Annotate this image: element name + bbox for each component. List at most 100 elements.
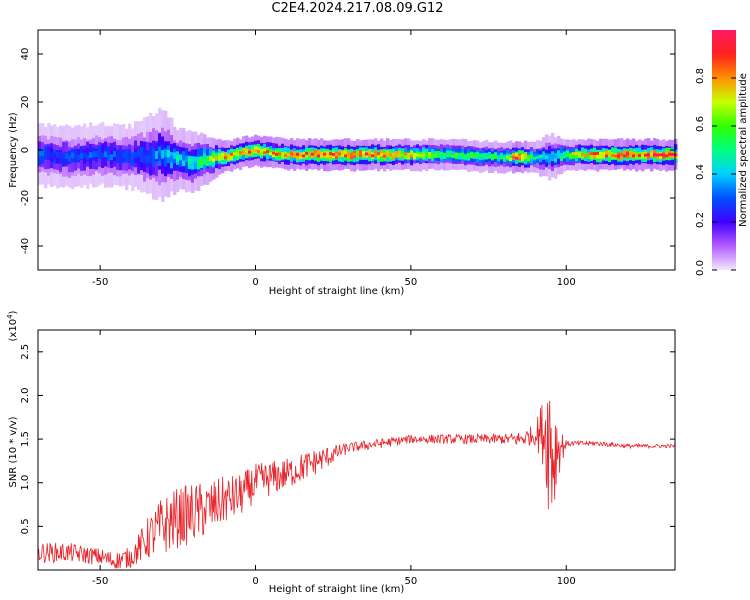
snr-x-tick-label: 0 (252, 576, 258, 587)
heatmap-cell (563, 154, 567, 158)
heatmap-cell (623, 154, 627, 158)
heatmap-cell (143, 146, 147, 164)
heatmap-cell (533, 156, 537, 160)
heatmap-cell (398, 154, 402, 158)
heatmap-cell (605, 154, 609, 158)
heatmap-cell (320, 154, 324, 158)
snr-series-line (37, 400, 676, 569)
heatmap-cell (503, 154, 507, 158)
heatmap-cell (170, 155, 174, 163)
colorbar-gradient (712, 30, 736, 270)
heatmap-cell (362, 150, 366, 158)
heatmap-cell (236, 149, 240, 157)
heatmap-cell (428, 152, 432, 155)
heatmap-cell (71, 152, 75, 159)
heatmap-cell (515, 152, 519, 160)
heatmap-cell (665, 154, 669, 158)
heatmap-cell (425, 150, 429, 158)
heatmap-cell (182, 160, 186, 167)
heatmap-y-tick-label: 40 (20, 48, 31, 61)
heatmap-cell (329, 152, 333, 156)
heatmap-cell (602, 154, 606, 158)
heatmap-cell (197, 160, 201, 166)
heatmap-cell (488, 155, 492, 159)
heatmap-cell (644, 153, 648, 157)
heatmap-cell (191, 156, 195, 163)
heatmap-cell (632, 154, 636, 158)
heatmap-cell (494, 155, 498, 159)
heatmap-cell (479, 154, 483, 158)
heatmap-cell (359, 152, 363, 156)
heatmap-cell (596, 151, 600, 155)
heatmap-cell (626, 152, 630, 156)
heatmap-cell (593, 152, 597, 159)
heatmap-cell (212, 158, 216, 163)
heatmap-cell (332, 152, 336, 156)
chart-title: C2E4.2024.217.08.09.G12 (271, 1, 444, 16)
heatmap-cell (335, 153, 339, 157)
heatmap-cell (290, 152, 294, 156)
heatmap-cell (392, 152, 396, 156)
heatmap-cell (149, 145, 153, 164)
heatmap-cell (482, 154, 486, 157)
heatmap-cell (449, 153, 453, 157)
heatmap-cell (308, 153, 312, 157)
heatmap-cell (227, 154, 231, 158)
heatmap-cell (344, 154, 348, 158)
heatmap-cell (668, 152, 672, 156)
heatmap-cell (140, 153, 144, 161)
heatmap-cell (62, 152, 66, 167)
heatmap-cell (494, 152, 498, 159)
heatmap-cells (38, 107, 678, 202)
colorbar-ticks: 0.0 0.2 0.4 0.6 0.8 (695, 68, 736, 276)
heatmap-y-tick-label: -40 (20, 238, 31, 254)
heatmap-cell (317, 154, 321, 158)
heatmap-cell (557, 150, 561, 159)
heatmap-cell (401, 153, 405, 157)
heatmap-cell (242, 150, 246, 154)
snr-x-tick-label: 50 (405, 576, 418, 587)
heatmap-cell (374, 152, 378, 156)
heatmap-cell (548, 154, 552, 159)
heatmap-cell (47, 151, 51, 158)
heatmap-y-tick-label: -20 (20, 190, 31, 206)
heatmap-cell (131, 152, 135, 167)
heatmap-cell (218, 153, 222, 162)
heatmap-cell (371, 154, 375, 158)
heatmap-cell (281, 152, 285, 156)
heatmap-cell (653, 153, 657, 157)
heatmap-cell (485, 155, 489, 159)
heatmap-cell (458, 152, 462, 156)
heatmap-cell (224, 152, 228, 160)
heatmap-cell (650, 152, 654, 156)
heatmap-cell (551, 154, 555, 159)
heatmap-cell (641, 152, 645, 156)
snr-y-tick-label: 1.5 (20, 431, 31, 447)
heatmap-cell (323, 152, 327, 156)
heatmap-y-tick-label: 0 (20, 147, 31, 153)
snr-y-axis-label: SNR (10 * v/v) (8, 416, 19, 487)
heatmap-cell (254, 149, 258, 152)
heatmap-y-axis-label: Frequency (Hz) (8, 112, 19, 188)
heatmap-cell (191, 156, 195, 170)
heatmap-cell (269, 152, 273, 156)
heatmap-cell (161, 150, 165, 159)
heatmap-cell (122, 152, 126, 158)
heatmap-cell (596, 151, 600, 159)
heatmap-cell (245, 149, 249, 153)
heatmap-cell (566, 153, 570, 157)
snr-x-tick-label: -50 (92, 576, 108, 587)
heatmap-cell (233, 152, 237, 156)
snr-y-tick-label: 2.5 (20, 344, 31, 360)
heatmap-cell (572, 152, 576, 155)
heatmap-cell (392, 152, 396, 160)
heatmap-cell (260, 148, 264, 156)
snr-y-multiplier: (x104) (6, 310, 19, 341)
heatmap-cell (455, 153, 459, 157)
heatmap-cell (236, 153, 240, 157)
heatmap-cell (179, 153, 183, 168)
heatmap-cell (167, 149, 171, 158)
heatmap-cell (560, 153, 564, 157)
heatmap-x-tick-label: -50 (92, 277, 108, 288)
heatmap-cell (509, 155, 513, 159)
